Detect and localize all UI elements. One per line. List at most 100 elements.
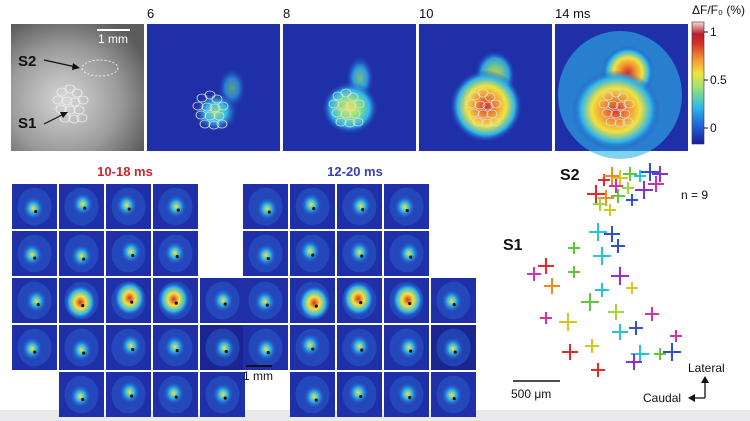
time-panel-2	[283, 24, 416, 151]
cross-marker	[635, 181, 653, 199]
thumbnail	[153, 231, 198, 276]
cross-marker	[540, 312, 552, 324]
cross-marker	[645, 307, 659, 321]
thumbnail	[337, 231, 382, 276]
time-label-6: 6	[147, 6, 154, 21]
thumbnail	[59, 325, 104, 370]
scatter-panel: S2 S1 n = 9 500 μm Lateral Caudal	[503, 163, 725, 405]
cross-marker	[568, 242, 580, 254]
s1-label: S1	[18, 115, 36, 132]
time-label-14: 14 ms	[555, 6, 591, 21]
scale-bar-label: 1 mm	[98, 32, 128, 46]
time-panel-3	[419, 24, 552, 151]
thumbnail	[290, 231, 335, 276]
cross-marker	[670, 330, 682, 342]
cross-marker	[663, 343, 681, 361]
cross-marker	[591, 363, 605, 377]
cross-markers	[527, 163, 682, 377]
cross-marker	[581, 293, 599, 311]
caudal-label: Caudal	[643, 391, 681, 405]
cross-marker	[585, 339, 599, 353]
thumbnail	[290, 372, 335, 417]
thumbnail	[12, 278, 57, 323]
cross-marker	[623, 167, 637, 181]
cross-marker	[587, 185, 605, 203]
cross-marker	[593, 247, 611, 265]
thumbnail	[59, 372, 104, 417]
thumbnail	[106, 231, 151, 276]
scatter-scale-bar-label: 500 μm	[511, 387, 551, 401]
cross-marker	[568, 266, 580, 278]
thumbnail	[59, 231, 104, 276]
thumbnail	[337, 325, 382, 370]
s1-arrow	[43, 113, 65, 125]
time-panel-4	[555, 24, 688, 159]
thumbnail	[337, 372, 382, 417]
cross-marker	[604, 204, 616, 216]
cross-marker	[654, 348, 666, 360]
cross-marker	[527, 267, 541, 281]
thumbnail	[243, 325, 288, 370]
colorbar-title: ΔF/F₀ (%)	[692, 3, 745, 17]
cross-marker	[622, 182, 634, 194]
cross-marker	[641, 163, 659, 181]
cross-marker	[652, 166, 668, 182]
s2-arrow	[43, 59, 77, 68]
thumbnail	[384, 231, 429, 276]
thumbnail	[384, 325, 429, 370]
thumbnail	[431, 278, 476, 323]
cross-marker	[626, 282, 638, 294]
cross-marker	[629, 321, 643, 335]
cross-marker	[593, 197, 607, 211]
cross-marker	[544, 278, 560, 294]
left-grid	[12, 184, 245, 417]
thumbnail	[153, 325, 198, 370]
cross-marker	[634, 170, 646, 182]
cross-marker	[609, 179, 623, 193]
cross-marker	[611, 189, 625, 203]
cross-marker	[612, 170, 628, 186]
left-grid-title: 10-18 ms	[97, 164, 153, 179]
thumbnail	[106, 184, 151, 229]
thumbnail	[337, 278, 382, 323]
grid-scale-bar-label: 1 mm	[243, 369, 273, 383]
lateral-label: Lateral	[688, 361, 725, 375]
thumbnail	[153, 278, 198, 323]
thumbnail	[12, 325, 57, 370]
cross-marker	[626, 354, 642, 370]
thumbnail	[384, 278, 429, 323]
thumbnail	[243, 184, 288, 229]
thumbnail	[431, 372, 476, 417]
thumbnail	[431, 325, 476, 370]
thumbnail	[200, 372, 245, 417]
s2-label: S2	[18, 53, 36, 70]
cross-marker	[611, 239, 625, 253]
cross-marker	[538, 258, 554, 274]
thumbnail	[243, 231, 288, 276]
cross-marker	[589, 223, 607, 241]
thumbnail	[384, 372, 429, 417]
n-label: n = 9	[681, 188, 708, 202]
thumbnail	[337, 184, 382, 229]
thumbnail	[290, 325, 335, 370]
anatomy-panel: 1 mm S2 S1	[11, 24, 144, 151]
top-row: 1 mm S2 S1	[11, 3, 745, 159]
scatter-s2-label: S2	[560, 167, 580, 184]
thumbnail	[200, 278, 245, 323]
time-label-8: 8	[283, 6, 290, 21]
thumbnail	[59, 278, 104, 323]
thumbnail	[59, 184, 104, 229]
colorbar-tick-1: 1	[710, 25, 717, 39]
cross-marker	[562, 344, 578, 360]
cross-marker	[611, 267, 629, 285]
s2-outline	[81, 59, 119, 77]
cross-marker	[648, 176, 664, 192]
thumbnail	[106, 325, 151, 370]
thumbnail	[243, 278, 288, 323]
thumbnail	[153, 372, 198, 417]
right-grid-title: 12-20 ms	[327, 164, 383, 179]
cross-marker	[604, 226, 620, 242]
cross-marker	[608, 304, 624, 320]
right-grid	[243, 184, 476, 417]
